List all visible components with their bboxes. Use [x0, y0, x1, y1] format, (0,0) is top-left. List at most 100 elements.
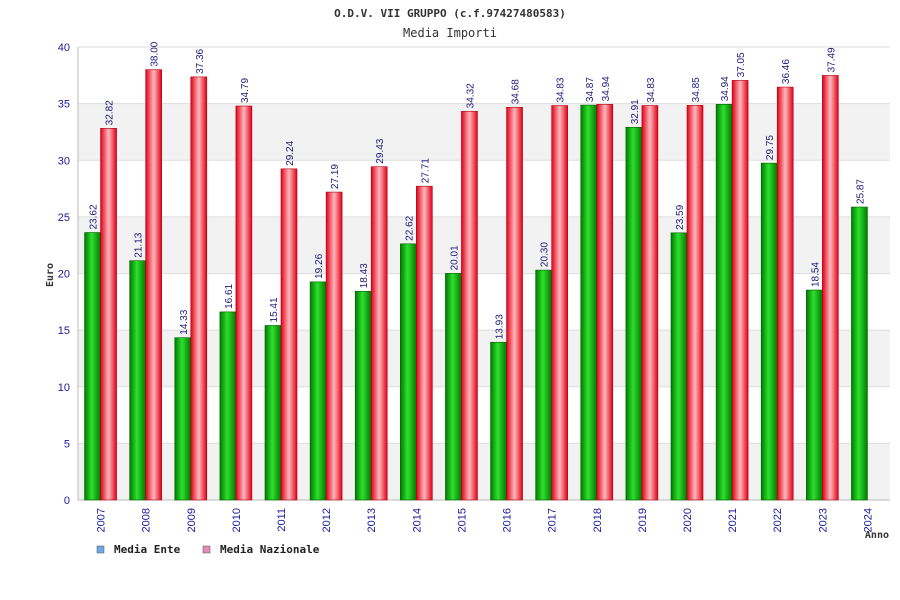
- chart-subtitle: Media Importi: [403, 26, 497, 40]
- value-label: 37.36: [195, 48, 206, 73]
- grid-band: [78, 160, 890, 217]
- bar-media-nazionale: [776, 86, 794, 501]
- value-label: 19.26: [314, 253, 325, 278]
- grid-band: [78, 330, 890, 387]
- y-tick-label: 20: [58, 269, 70, 281]
- value-label: 18.43: [359, 263, 370, 288]
- bar-media-ente: [490, 341, 507, 501]
- bar-media-ente: [851, 206, 868, 501]
- bar-media-nazionale: [686, 105, 704, 501]
- x-tick-label: 2017: [547, 508, 559, 532]
- value-label: 20.30: [540, 242, 551, 267]
- y-tick-label: 5: [64, 438, 70, 450]
- x-tick-label: 2023: [817, 508, 829, 532]
- value-label: 37.05: [736, 52, 747, 77]
- value-label: 34.94: [601, 76, 612, 101]
- bar-media-ente: [400, 243, 417, 501]
- y-tick-label: 35: [58, 99, 70, 111]
- bar-media-nazionale: [731, 80, 749, 501]
- value-labels: 23.62 32.82 21.13 38.00 14.33 37.36 16.61 34.79…: [89, 41, 867, 339]
- grid-band: [78, 386, 890, 444]
- x-tick-label: 2008: [141, 508, 153, 532]
- legend-label-media-ente: Media Ente: [114, 543, 181, 556]
- bar-media-ente: [264, 325, 282, 501]
- x-tick-label: 2019: [637, 508, 649, 532]
- bar-media-ente: [445, 273, 462, 501]
- value-label: 27.19: [330, 164, 341, 189]
- bar-media-nazionale: [370, 166, 388, 501]
- bar-media-ente: [129, 260, 146, 501]
- value-label: 32.91: [630, 99, 641, 124]
- y-tick-label: 0: [64, 495, 70, 507]
- value-label: 22.62: [404, 215, 415, 240]
- value-label: 34.68: [511, 79, 522, 104]
- bar-media-ente: [309, 281, 327, 501]
- value-label: 32.82: [105, 100, 116, 125]
- bar-media-nazionale: [235, 105, 253, 501]
- plot-background: [78, 47, 890, 500]
- value-label: 34.85: [691, 77, 702, 102]
- y-tick-label: 40: [58, 42, 70, 54]
- value-label: 29.24: [285, 140, 296, 165]
- value-label: 20.01: [449, 245, 460, 270]
- value-label: 23.62: [89, 204, 100, 229]
- x-tick-label: 2022: [772, 508, 784, 532]
- x-tick-label: 2007: [96, 508, 108, 532]
- y-tick-labels: 0 5 10 15 20 25 30 35 40: [58, 42, 70, 507]
- x-tick-label: 2020: [682, 508, 694, 532]
- value-label: 29.43: [375, 138, 386, 163]
- x-tick-label: 2024: [862, 508, 874, 532]
- value-label: 36.46: [781, 59, 792, 84]
- value-label: 34.79: [240, 78, 251, 103]
- bar-media-nazionale: [190, 76, 208, 501]
- bar-media-ente: [670, 232, 688, 501]
- value-label: 34.32: [465, 83, 476, 108]
- bar-media-ente: [535, 269, 552, 501]
- x-tick-label: 2016: [502, 508, 514, 532]
- value-label: 15.41: [269, 297, 280, 322]
- bar-media-nazionale: [280, 168, 298, 501]
- value-label: 18.54: [810, 262, 821, 287]
- value-label: 34.87: [585, 77, 596, 102]
- bar-media-ente: [174, 337, 192, 501]
- value-label: 16.61: [224, 283, 235, 308]
- bars: [84, 69, 868, 501]
- value-label: 34.94: [720, 76, 731, 101]
- bar-media-ente: [84, 232, 101, 501]
- value-label: 23.59: [675, 204, 686, 229]
- bar-media-ente: [580, 104, 598, 501]
- grid-band: [78, 216, 890, 274]
- value-label: 38.00: [150, 41, 161, 66]
- bar-media-ente: [219, 311, 237, 501]
- bar-media-nazionale: [100, 128, 117, 501]
- bar-media-ente: [715, 104, 733, 501]
- x-tick-label: 2010: [231, 508, 243, 532]
- chart-title: O.D.V. VII GRUPPO (c.f.97427480583): [334, 7, 566, 20]
- bar-media-nazionale: [596, 104, 614, 501]
- bar-media-ente: [806, 289, 823, 501]
- value-label: 14.33: [179, 309, 190, 334]
- legend-label-media-nazionale: Media Nazionale: [220, 543, 320, 556]
- bar-media-nazionale: [416, 185, 433, 501]
- x-tick-label: 2018: [592, 508, 604, 532]
- x-tick-label: 2012: [321, 508, 333, 532]
- grid-band: [78, 47, 890, 104]
- value-label: 29.75: [765, 135, 776, 160]
- y-tick-label: 10: [58, 382, 70, 394]
- bar-media-ente: [625, 126, 643, 501]
- value-label: 34.83: [556, 77, 567, 102]
- grid-band: [78, 103, 890, 161]
- bar-media-nazionale: [822, 75, 839, 501]
- legend-swatch-media-ente: [96, 545, 105, 554]
- y-tick-label: 30: [58, 155, 70, 167]
- value-label: 25.87: [855, 179, 866, 204]
- x-tick-label: 2015: [456, 508, 468, 532]
- legend: Media Ente Media Nazionale: [96, 543, 320, 556]
- bar-media-nazionale: [145, 69, 162, 501]
- x-tick-labels: 2007 2008 2009 2010 2011 2012 2013 2014 2015 2016…: [96, 508, 875, 532]
- bar-media-ente: [354, 290, 372, 501]
- legend-swatch-media-nazionale: [202, 545, 211, 554]
- x-tick-label: 2013: [366, 508, 378, 532]
- grid-band: [78, 273, 890, 331]
